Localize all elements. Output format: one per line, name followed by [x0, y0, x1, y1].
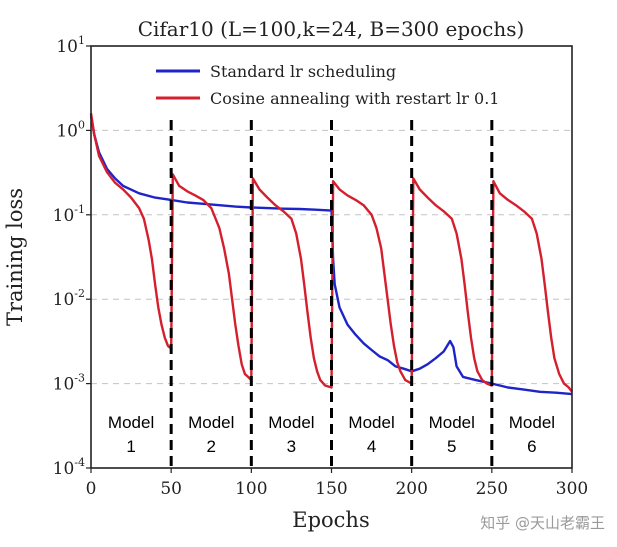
model-number: 1 [126, 437, 135, 456]
x-tick-label: 50 [160, 479, 182, 499]
chart-title: Cifar10 (L=100,k=24, B=300 epochs) [138, 17, 525, 41]
legend-label-cosine: Cosine annealing with restart lr 0.1 [210, 89, 499, 108]
y-tick-label: 10-1 [53, 203, 85, 226]
model-number: 6 [527, 437, 536, 456]
y-tick-label: 10-4 [53, 456, 85, 479]
model-label: Model [108, 413, 154, 432]
legend-box [148, 56, 564, 110]
x-tick-label: 100 [235, 479, 267, 499]
y-tick-label: 101 [56, 34, 85, 57]
model-number: 4 [367, 437, 376, 456]
y-axis: 10-4 10-3 10-2 10-1 100 101 [53, 34, 91, 479]
restart-lines [169, 120, 494, 468]
model-labels: Model 1 Model 2 Model 3 Model 4 Model 5 Model 6 [108, 413, 555, 456]
model-number: 3 [287, 437, 296, 456]
x-tick-label: 250 [476, 479, 508, 499]
x-tick-label: 0 [86, 479, 97, 499]
model-number: 2 [207, 437, 216, 456]
legend-label-standard: Standard lr scheduling [210, 62, 396, 81]
watermark-text: 知乎 @天山老霸王 [480, 514, 605, 532]
legend: Standard lr scheduling Cosine annealing … [148, 56, 564, 110]
model-label: Model [429, 413, 475, 432]
x-tick-label: 200 [395, 479, 427, 499]
series-line-standard [89, 115, 573, 396]
model-label: Model [268, 413, 314, 432]
model-label: Model [509, 413, 555, 432]
y-tick-label: 100 [56, 118, 85, 141]
x-tick-label: 150 [315, 479, 347, 499]
x-tick-label: 300 [556, 479, 588, 499]
y-tick-label: 10-2 [53, 287, 85, 310]
x-axis-title: Epochs [292, 508, 369, 532]
model-number: 5 [447, 437, 456, 456]
model-label: Model [188, 413, 234, 432]
model-label: Model [348, 413, 394, 432]
y-axis-title: Training loss [3, 188, 27, 326]
y-tick-label: 10-3 [53, 372, 85, 395]
x-axis: 0 50 100 150 200 250 300 [86, 468, 588, 499]
